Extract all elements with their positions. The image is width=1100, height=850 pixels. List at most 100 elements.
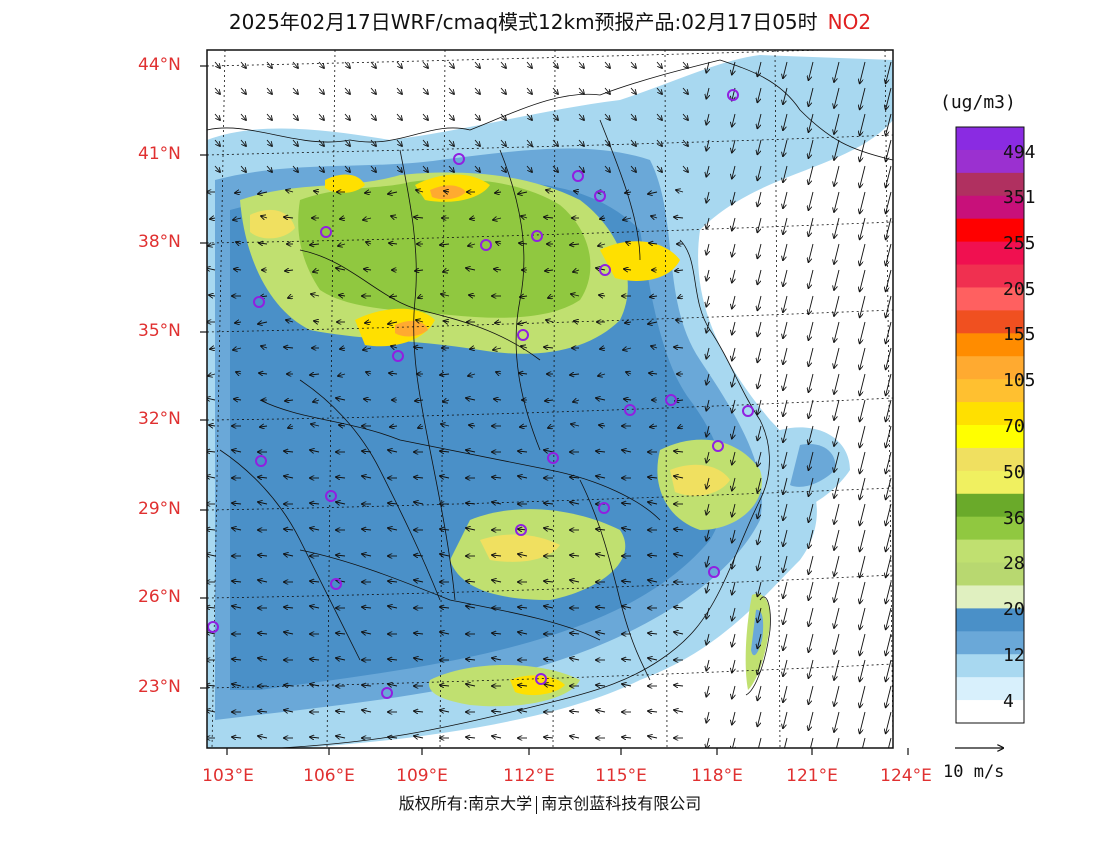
wind-arrow bbox=[732, 113, 735, 127]
wind-arrow bbox=[808, 581, 814, 600]
wind-arrow bbox=[396, 61, 402, 68]
station-marker bbox=[712, 440, 724, 452]
wind-arrow bbox=[860, 191, 866, 213]
wind-arrow bbox=[288, 296, 293, 298]
wind-arrow bbox=[365, 322, 372, 323]
wind-arrow bbox=[466, 398, 476, 400]
wind-arrow bbox=[674, 476, 684, 478]
wind-arrow bbox=[706, 607, 709, 619]
wind-arrow bbox=[209, 295, 216, 296]
wind-arrow bbox=[706, 633, 709, 645]
wind-arrow bbox=[418, 296, 423, 298]
wind-arrow bbox=[732, 191, 735, 205]
wind-arrow bbox=[570, 477, 580, 478]
wind-arrow bbox=[648, 633, 658, 634]
wind-arrow bbox=[232, 503, 242, 504]
colorbar-cell bbox=[956, 562, 1024, 586]
wind-arrow bbox=[208, 244, 216, 246]
wind-arrow bbox=[706, 711, 709, 723]
colorbar-cell bbox=[956, 585, 1024, 609]
wind-arrow bbox=[339, 425, 346, 426]
wind-arrow bbox=[623, 348, 632, 350]
wind-arrow bbox=[365, 192, 372, 193]
colorbar-unit: (ug/m3) bbox=[940, 92, 1016, 113]
wind-arrow bbox=[363, 218, 372, 220]
wind-arrow bbox=[599, 295, 606, 296]
wind-arrow bbox=[706, 165, 709, 177]
wind-arrow bbox=[706, 425, 709, 437]
wind-arrow bbox=[706, 581, 709, 593]
wind-arrow bbox=[860, 269, 866, 291]
wind-arrow bbox=[233, 348, 242, 350]
wind-arrow bbox=[285, 400, 294, 401]
wind-arrow bbox=[474, 113, 480, 120]
wind-arrow bbox=[570, 502, 580, 504]
wind-arrow bbox=[886, 503, 892, 525]
wind-arrow bbox=[783, 61, 788, 78]
wind-arrow bbox=[544, 347, 554, 348]
wind-arrow bbox=[732, 165, 735, 179]
wind-arrow bbox=[757, 685, 762, 700]
wind-arrow bbox=[860, 243, 866, 265]
wind-arrow bbox=[783, 451, 788, 468]
wind-arrow bbox=[604, 165, 610, 172]
wind-arrow bbox=[414, 580, 424, 582]
wind-arrow bbox=[495, 322, 502, 323]
wind-arrow bbox=[578, 61, 584, 68]
wind-arrow bbox=[648, 555, 658, 556]
wind-arrow bbox=[783, 347, 788, 364]
colorbar-label: 351 bbox=[1003, 187, 1036, 208]
title-text: 2025年02月17日WRF/cmaq模式12km预报产品:02月17日05时 bbox=[228, 10, 818, 34]
wind-arrow bbox=[440, 685, 450, 686]
wind-arrow bbox=[860, 347, 866, 369]
wind-arrow bbox=[396, 139, 402, 146]
wind-arrow bbox=[284, 529, 294, 530]
wind-arrow bbox=[258, 502, 268, 504]
wind-arrow bbox=[622, 737, 632, 738]
axis-ticks bbox=[200, 65, 909, 755]
wind-arrow bbox=[808, 139, 814, 158]
wind-arrow bbox=[388, 684, 398, 686]
station-marker bbox=[515, 524, 527, 536]
wind-arrow bbox=[520, 426, 528, 427]
wind-arrow bbox=[519, 373, 528, 374]
wind-arrow bbox=[757, 581, 762, 596]
wind-arrow bbox=[860, 529, 866, 551]
wind-arrow bbox=[235, 192, 242, 193]
wind-arrow bbox=[261, 216, 268, 218]
wind-arrow bbox=[364, 269, 372, 270]
wind-arrow bbox=[443, 270, 450, 272]
wind-arrow bbox=[596, 476, 606, 478]
wind-arrow bbox=[552, 165, 558, 172]
wind-arrow bbox=[706, 191, 709, 203]
wind-arrow bbox=[834, 87, 840, 108]
wind-arrow bbox=[388, 737, 398, 738]
wind-arrow bbox=[596, 451, 606, 452]
wind-arrow bbox=[808, 87, 814, 106]
wind-arrow bbox=[414, 477, 424, 478]
wind-arrow bbox=[493, 218, 502, 220]
wind-arrow bbox=[596, 710, 606, 712]
wind-arrow bbox=[650, 296, 658, 297]
wind-arrow bbox=[622, 528, 632, 530]
wind-arrow bbox=[391, 346, 398, 348]
wind-arrow bbox=[232, 659, 242, 660]
wind-arrow bbox=[258, 192, 268, 194]
wind-arrow bbox=[808, 503, 814, 522]
colorbar-cell bbox=[956, 310, 1024, 334]
wind-arrow bbox=[496, 372, 501, 374]
wind-arrow bbox=[757, 165, 762, 180]
wind-arrow bbox=[266, 139, 272, 146]
wind-arrow bbox=[784, 737, 788, 748]
lat-label: 23°N bbox=[138, 677, 181, 697]
wind-arrow bbox=[783, 633, 788, 650]
wind-arrow bbox=[630, 87, 636, 94]
colorbar-cell bbox=[956, 493, 1024, 518]
footer-divider bbox=[536, 795, 538, 814]
wind-arrow bbox=[493, 348, 502, 350]
wind-arrow bbox=[757, 243, 762, 258]
station-marker bbox=[598, 502, 610, 514]
wind-arrow bbox=[604, 61, 610, 68]
wind-arrow bbox=[370, 87, 376, 94]
wind-arrow bbox=[363, 348, 372, 350]
